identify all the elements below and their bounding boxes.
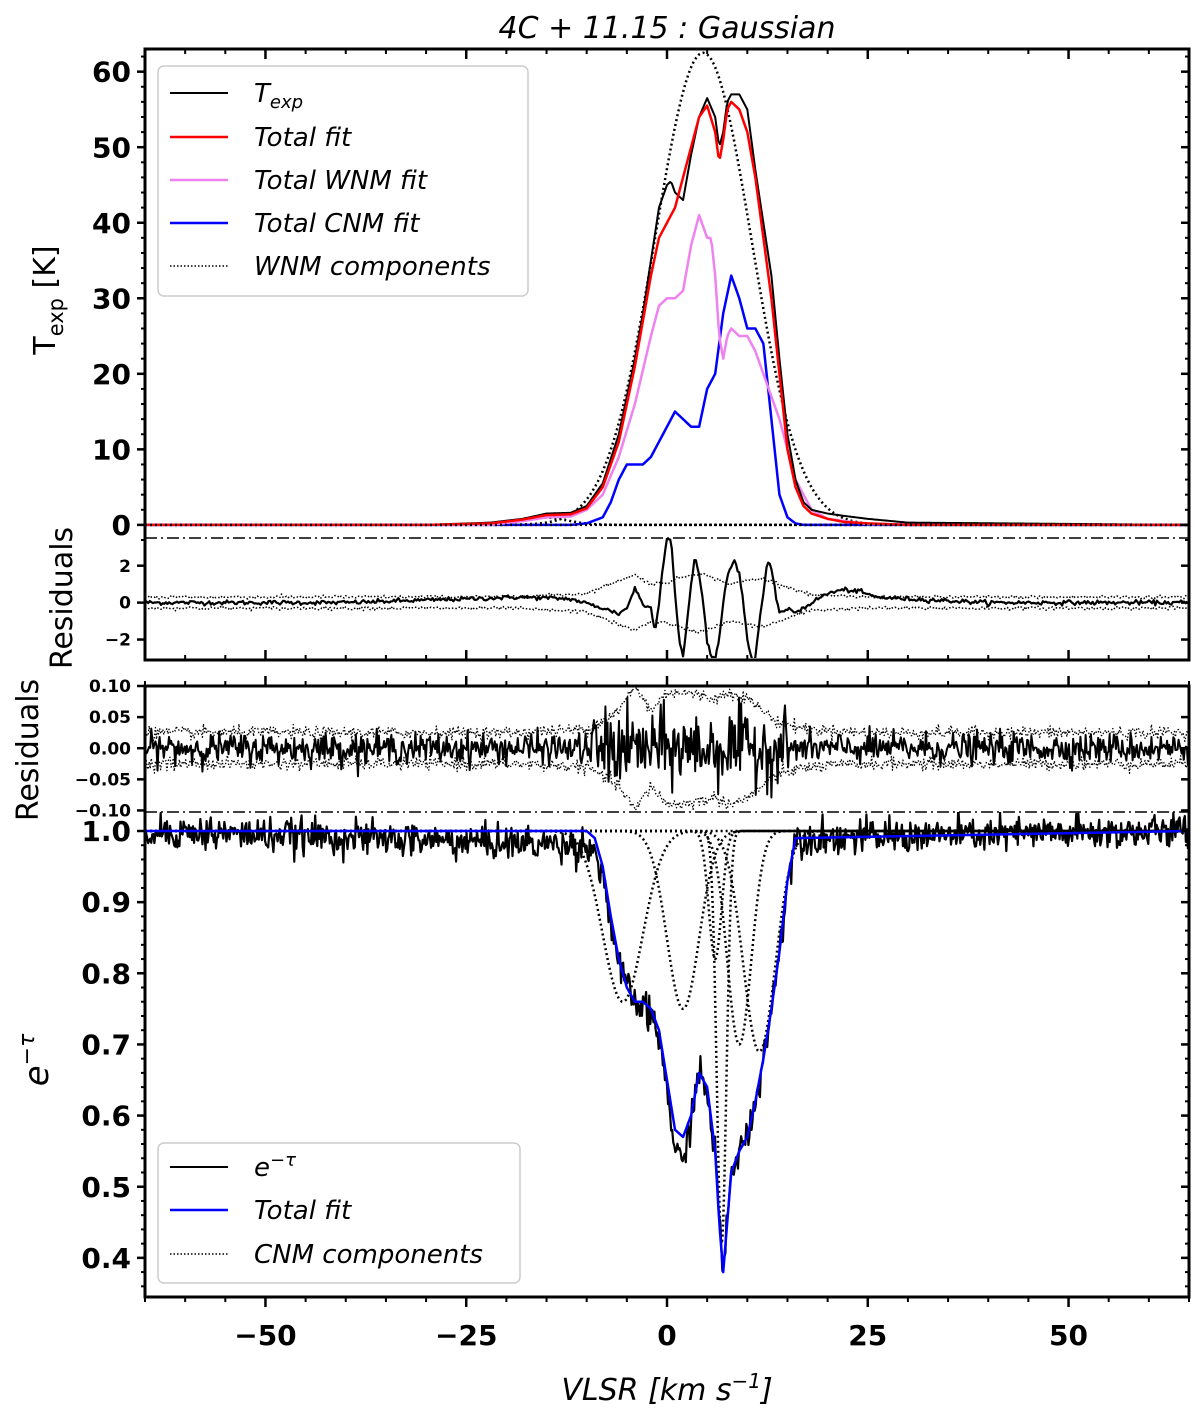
cnm-component-4 xyxy=(145,829,1189,1046)
emission-series-total-cnm-fit xyxy=(145,274,1189,527)
legend-label-abs-total-fit: Total fit xyxy=(254,1196,352,1226)
emission-ytick-label: 10 xyxy=(92,433,131,466)
cnm-component-5 xyxy=(145,829,1189,1053)
emission-legend: Texp Total fit Total WNM fit Total CNM f… xyxy=(157,65,529,297)
legend-label-total-wnm-fit: Total WNM fit xyxy=(254,166,428,196)
absorption-residual-ytick-label: −0.10 xyxy=(75,802,131,822)
absorption-ytick-label: 1.0 xyxy=(81,815,131,848)
emission-ytick-label: 0 xyxy=(112,509,131,542)
absorption-residual-ytick-label: −0.05 xyxy=(75,770,131,790)
absorption-ytick-label: 0.8 xyxy=(81,957,131,990)
emission-residuals-panel: −2 0 2 xyxy=(105,537,1189,658)
cnm-component-1 xyxy=(145,829,1189,1011)
absorption-legend: e−τ Total fit CNM components xyxy=(157,1142,521,1284)
absorption-residual xyxy=(145,696,1189,799)
legend-label-total-cnm-fit: Total CNM fit xyxy=(254,209,420,239)
absorption-residual-ytick-label: 0.10 xyxy=(89,677,131,697)
legend-label-t-exp: Texp xyxy=(254,79,303,113)
x-tick-label: −25 xyxy=(435,1319,497,1352)
absorption-legend-box xyxy=(157,1142,521,1284)
absorption-ytick-label: 0.9 xyxy=(81,886,131,919)
emission-residual-residual xyxy=(145,538,1189,658)
absorption-panel: 0.4 0.5 0.6 0.7 0.8 0.9 1.0 −50 −25 0 25 50 xyxy=(81,676,1191,1352)
absorption-y-axis-label: e−τ xyxy=(15,1033,57,1086)
absorption-ytick-label: 0.7 xyxy=(81,1029,131,1062)
x-tick-label: 0 xyxy=(657,1319,676,1352)
emission-ytick-label: 30 xyxy=(92,282,131,315)
emission-y-axis-label: Texp [K] xyxy=(28,245,68,355)
emission-ytick-label: 50 xyxy=(92,131,131,164)
absorption-ytick-label: 0.5 xyxy=(81,1171,131,1204)
emission-residual-ytick-label: 0 xyxy=(119,594,131,614)
emission-residuals-y-axis-label: Residuals xyxy=(45,527,80,669)
chart-title: 4C + 11.15 : Gaussian xyxy=(499,11,836,46)
x-tick-label: 50 xyxy=(1049,1319,1088,1352)
emission-ytick-label: 20 xyxy=(92,358,131,391)
x-axis-label: VLSR [km s−1] xyxy=(561,1369,772,1408)
emission-ytick-label: 40 xyxy=(92,207,131,240)
absorption-residuals-y-axis-label: Residuals xyxy=(11,679,46,821)
legend-label-etau: e−τ xyxy=(254,1150,296,1183)
absorption-series-total-fit xyxy=(145,829,1189,1274)
emission-residual-ytick-label: −2 xyxy=(105,631,131,651)
absorption-ytick-label: 0.4 xyxy=(81,1242,131,1275)
legend-label-wnm-components: WNM components xyxy=(254,252,491,282)
emission-residual-ytick-label: 2 xyxy=(119,557,131,577)
absorption-ytick-label: 0.6 xyxy=(81,1100,131,1133)
emission-residual-lower-envelope xyxy=(145,605,1188,635)
legend-label-total-fit: Total fit xyxy=(254,123,352,153)
emission-legend-box xyxy=(157,65,529,297)
wnm-component-1 xyxy=(145,51,1189,527)
absorption-residual-lower-envelope xyxy=(145,752,1189,811)
x-tick-label: −50 xyxy=(234,1319,296,1352)
absorption-residual-ytick-label: 0.05 xyxy=(89,708,131,728)
emission-panel-frame xyxy=(143,47,1191,662)
x-tick-label: 25 xyxy=(848,1319,887,1352)
legend-label-cnm-components: CNM components xyxy=(254,1240,483,1270)
cnm-component-0 xyxy=(145,829,1189,1003)
absorption-panel-frame xyxy=(143,684,1191,1299)
absorption-residual-ytick-label: 0.00 xyxy=(89,739,131,759)
cnm-component-2 xyxy=(145,829,1189,961)
absorption-residuals-panel: −0.10 −0.05 0.00 0.05 0.10 xyxy=(75,677,1189,822)
absorption-residual-upper-envelope xyxy=(145,686,1189,744)
emission-ytick-label: 60 xyxy=(92,56,131,89)
emission-residual-upper-envelope xyxy=(145,572,1188,601)
